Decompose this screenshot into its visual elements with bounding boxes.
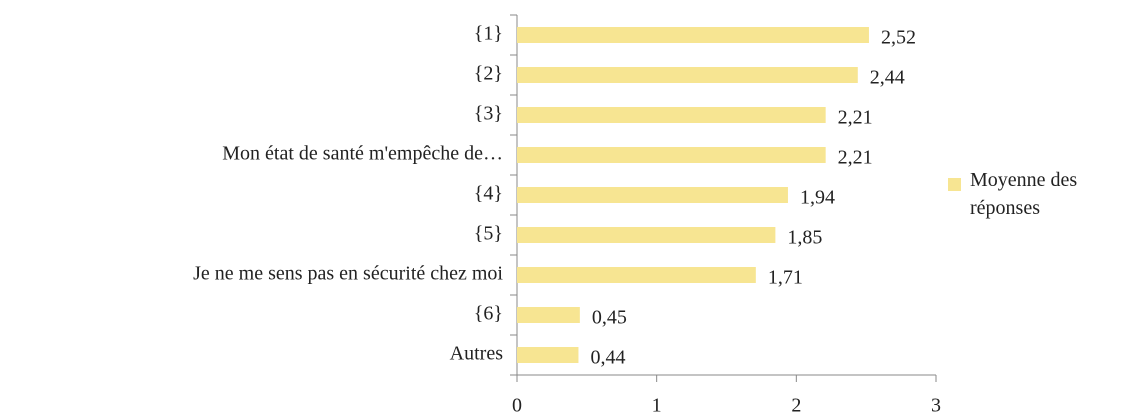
bar — [517, 307, 580, 323]
legend-label: Moyenne des réponses — [970, 169, 1078, 219]
bar — [517, 347, 579, 363]
data-label: 1,71 — [768, 267, 803, 289]
legend-swatch — [948, 178, 961, 191]
bar — [517, 27, 869, 43]
data-label: 2,21 — [838, 147, 873, 169]
x-tick-label: 1 — [652, 395, 662, 416]
data-label: 1,94 — [800, 187, 835, 209]
x-tick-label: 0 — [512, 395, 522, 416]
data-label: 0,44 — [590, 347, 625, 369]
data-label: 0,45 — [592, 307, 627, 329]
data-label: 2,21 — [838, 107, 873, 129]
x-tick-label: 3 — [931, 395, 941, 416]
bar — [517, 267, 756, 283]
y-tick-label: Je ne me sens pas en sécurité chez moi — [193, 263, 503, 285]
y-tick-label: {5} — [474, 223, 503, 245]
y-tick-label: Autres — [450, 343, 504, 365]
y-tick-label: {3} — [474, 103, 503, 125]
y-tick-label: {1} — [474, 23, 503, 45]
legend-entry: Moyenne des réponses — [970, 169, 1078, 219]
y-tick-label: Mon état de santé m'empêche de… — [222, 143, 503, 165]
y-tick-label: {2} — [474, 63, 503, 85]
bar — [517, 67, 858, 83]
bar — [517, 187, 788, 203]
y-tick-label: {6} — [474, 303, 503, 325]
y-tick-label: {4} — [474, 183, 503, 205]
data-label: 1,85 — [787, 227, 822, 249]
data-label: 2,52 — [881, 27, 916, 49]
bar — [517, 107, 826, 123]
bar — [517, 227, 776, 243]
x-tick-label: 2 — [791, 395, 801, 416]
data-label: 2,44 — [870, 67, 905, 89]
bar — [517, 147, 826, 163]
